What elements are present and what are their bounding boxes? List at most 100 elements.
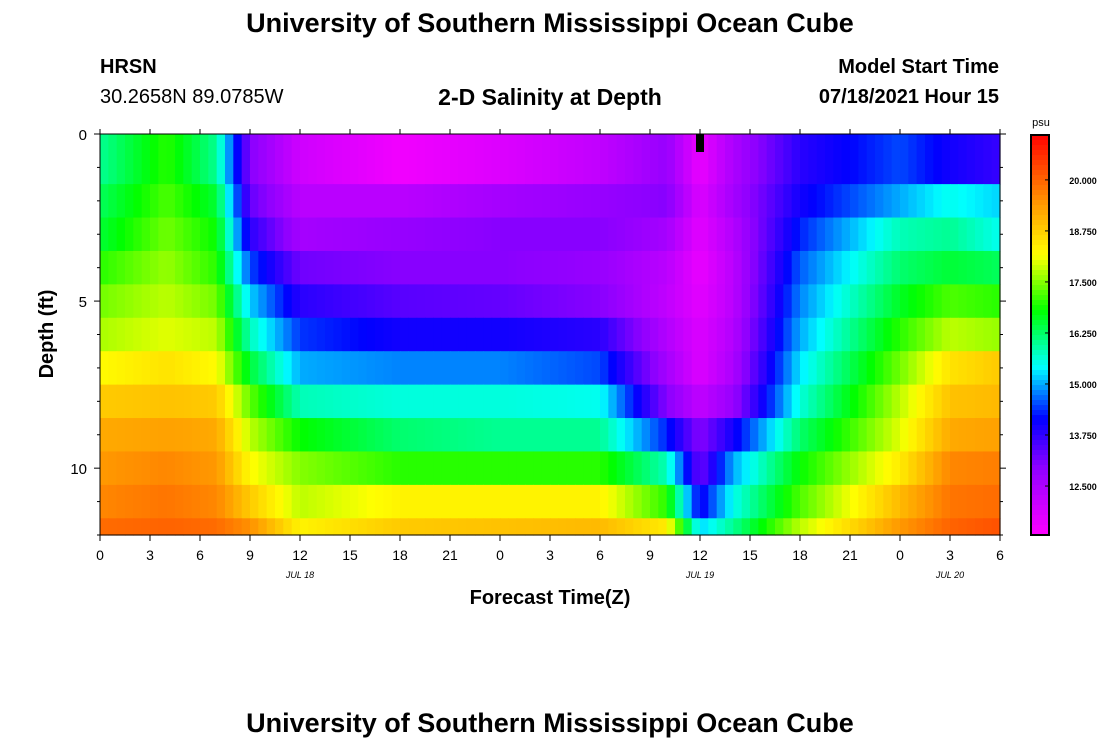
heatmap-cell	[783, 418, 793, 453]
heatmap-cell	[975, 518, 984, 536]
colorbar-segment	[1031, 520, 1049, 526]
heatmap-cell	[666, 217, 676, 252]
x-tick-label: 15	[742, 547, 758, 563]
heatmap-cell	[883, 134, 893, 185]
colorbar-tick-label: 16.250	[1069, 329, 1097, 339]
heatmap-cell	[783, 284, 793, 319]
heatmap-cell	[758, 418, 768, 453]
heatmap-cell	[366, 250, 376, 285]
heatmap-cell	[708, 134, 718, 185]
heatmap-cell	[608, 451, 618, 486]
heatmap-cell	[408, 484, 418, 519]
heatmap-cell	[191, 184, 201, 219]
heatmap-cell	[208, 217, 218, 252]
heatmap-cell	[925, 418, 934, 453]
heatmap-cell	[108, 217, 118, 252]
heatmap-cell	[583, 250, 593, 285]
heatmap-cell	[558, 134, 568, 185]
heatmap-cell	[758, 284, 768, 319]
heatmap-cell	[191, 284, 201, 319]
heatmap-cell	[958, 284, 968, 319]
heatmap-cell	[550, 134, 559, 185]
heatmap-cell	[166, 250, 176, 285]
heatmap-cell	[750, 184, 759, 219]
heatmap-cell	[508, 484, 518, 519]
heatmap-cell	[750, 484, 759, 519]
heatmap-cell	[200, 484, 209, 519]
heatmap-cell	[491, 451, 501, 486]
heatmap-cell	[591, 184, 601, 219]
heatmap-cell	[800, 284, 809, 319]
heatmap-cell	[791, 217, 801, 252]
heatmap-cell	[875, 418, 884, 453]
heatmap-cell	[325, 384, 334, 419]
heatmap-cell	[783, 217, 793, 252]
heatmap-cell	[491, 134, 501, 185]
heatmap-cell	[900, 217, 909, 252]
heatmap-cell	[966, 134, 976, 185]
heatmap-cell	[883, 184, 893, 219]
heatmap-cell	[983, 384, 993, 419]
heatmap-cell	[983, 284, 993, 319]
heatmap-cell	[500, 351, 509, 386]
colorbar-segment	[1031, 220, 1049, 226]
heatmap-cell	[100, 484, 109, 519]
heatmap-cell	[166, 217, 176, 252]
heatmap-cell	[858, 134, 868, 185]
heatmap-cell	[625, 317, 634, 352]
heatmap-cell	[683, 217, 693, 252]
heatmap-cell	[425, 384, 434, 419]
heatmap-cell	[625, 284, 634, 319]
colorbar-segment	[1031, 180, 1049, 186]
heatmap-cell	[183, 134, 193, 185]
heatmap-cell	[433, 184, 443, 219]
heatmap-cell	[591, 134, 601, 185]
heatmap-cell	[825, 451, 834, 486]
heatmap-cell	[250, 518, 259, 536]
heatmap-cell	[925, 250, 934, 285]
heatmap-cell	[358, 384, 368, 419]
heatmap-cell	[600, 134, 609, 185]
heatmap-cell	[566, 184, 576, 219]
heatmap-cell	[675, 184, 684, 219]
heatmap-cell	[383, 284, 393, 319]
colorbar-segment	[1031, 510, 1049, 516]
heatmap-cell	[425, 518, 434, 536]
heatmap-cell	[466, 518, 476, 536]
heatmap-cell	[966, 317, 976, 352]
heatmap-cell	[958, 317, 968, 352]
heatmap-cell	[800, 317, 809, 352]
heatmap-cell	[166, 418, 176, 453]
colorbar-segment	[1031, 300, 1049, 306]
heatmap-cell	[550, 518, 559, 536]
heatmap-cell	[825, 484, 834, 519]
heatmap-cell	[691, 484, 701, 519]
heatmap-cell	[583, 351, 593, 386]
heatmap-cell	[875, 317, 884, 352]
heatmap-cell	[475, 134, 484, 185]
heatmap-cell	[133, 134, 143, 185]
heatmap-cell	[450, 351, 459, 386]
heatmap-cell	[775, 484, 784, 519]
heatmap-cell	[266, 284, 276, 319]
heatmap-cell	[633, 518, 643, 536]
heatmap-cell	[341, 518, 351, 536]
heatmap-cell	[466, 317, 476, 352]
y-tick-label: 10	[70, 461, 87, 478]
heatmap-cell	[633, 134, 643, 185]
heatmap-cell	[883, 217, 893, 252]
heatmap-cell	[750, 351, 759, 386]
heatmap-cell	[800, 134, 809, 185]
heatmap-cell	[908, 451, 918, 486]
heatmap-cell	[833, 484, 843, 519]
heatmap-cell	[391, 351, 401, 386]
heatmap-cell	[916, 351, 926, 386]
heatmap-cell	[516, 284, 526, 319]
heatmap-cell	[633, 250, 643, 285]
heatmap-cell	[825, 384, 834, 419]
heatmap-cell	[900, 134, 909, 185]
heatmap-cell	[791, 484, 801, 519]
heatmap-cell	[516, 317, 526, 352]
heatmap-cell	[700, 418, 709, 453]
heatmap-cell	[158, 217, 168, 252]
